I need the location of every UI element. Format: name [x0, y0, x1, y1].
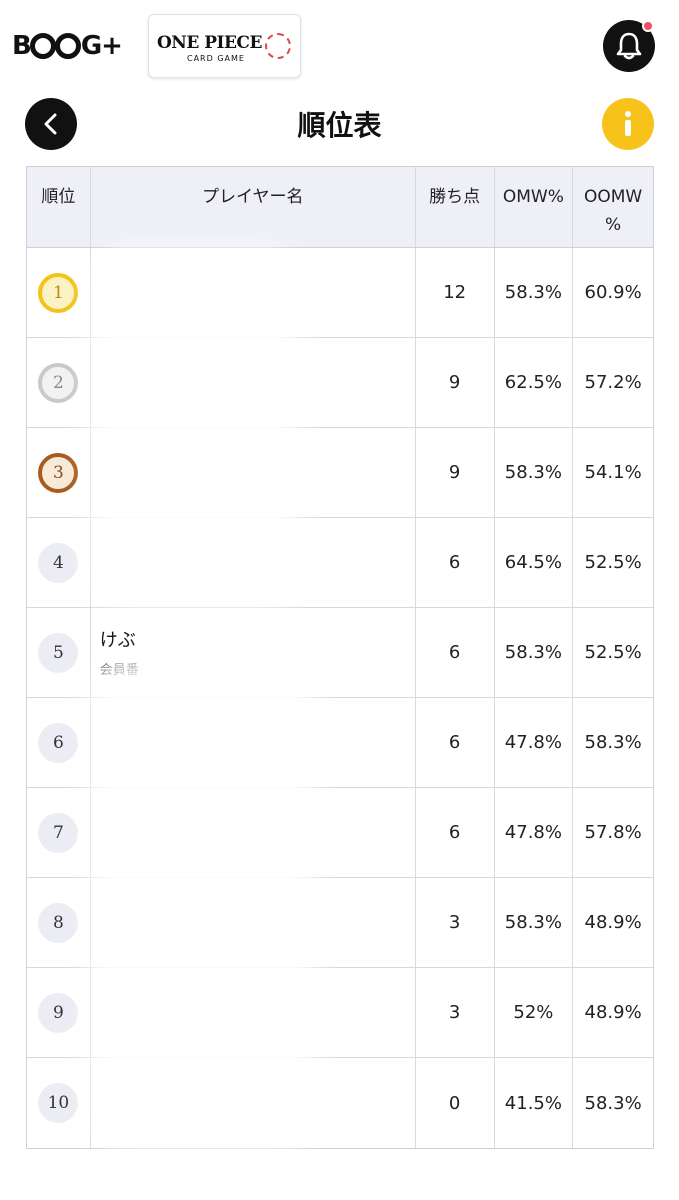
points-cell: 9 [416, 428, 495, 517]
rank-badge: 10 [38, 1083, 79, 1123]
oomw-cell: 57.2% [584, 372, 642, 393]
rank-cell: 6 [27, 698, 91, 787]
rank-cell: 10 [27, 1058, 91, 1148]
oomw-cell: 57.8% [584, 822, 642, 843]
header-oomw-text: OOMW % [584, 187, 643, 235]
points-cell: 9 [416, 338, 495, 427]
points-cell: 6 [416, 608, 495, 697]
rank-badge: 9 [38, 992, 79, 1033]
player-cell [91, 788, 416, 877]
omw-cell: 52% [495, 968, 574, 1057]
player-cell [91, 968, 416, 1057]
omw-cell: 64.5% [495, 518, 574, 607]
rank-cell: 3 [27, 428, 91, 517]
chevron-left-icon [44, 113, 57, 135]
player-cell [91, 1058, 416, 1148]
omw-cell: 58.3% [495, 248, 574, 337]
rank-cell: 2 [27, 338, 91, 427]
omw-cell: 58.3% [495, 428, 574, 517]
info-icon [625, 111, 631, 136]
oomw-cell: 52.5% [584, 552, 642, 573]
player-cell [91, 428, 416, 517]
privacy-blur [90, 660, 315, 1150]
oomw-cell: 60.9% [584, 282, 642, 303]
header-omw: OMW% [495, 167, 574, 247]
one-piece-logo[interactable]: ONE PIECE CARD GAME [148, 14, 301, 78]
points-cell: 6 [416, 518, 495, 607]
rank-badge: 2 [38, 362, 79, 403]
bcg-logo-ring [29, 33, 56, 59]
header-player: プレイヤー名 [91, 167, 416, 247]
header-points: 勝ち点 [416, 167, 495, 247]
bcg-logo[interactable]: B G+ [12, 28, 123, 64]
rank-cell: 4 [27, 518, 91, 607]
one-piece-logo-mark [265, 33, 291, 59]
player-cell [91, 248, 416, 337]
omw-cell: 58.3% [495, 608, 574, 697]
back-button[interactable] [25, 98, 77, 150]
rank-badge: 1 [38, 272, 79, 313]
rank-badge: 3 [38, 452, 79, 493]
privacy-blur [90, 248, 300, 608]
player-cell [91, 878, 416, 967]
oomw-cell: 54.1% [584, 462, 642, 483]
oomw-cell: 58.3% [584, 732, 642, 753]
bell-icon [616, 32, 642, 60]
points-cell: 3 [416, 878, 495, 967]
rank-badge: 6 [38, 722, 79, 763]
bcg-logo-suffix: G+ [80, 31, 123, 61]
points-cell: 6 [416, 698, 495, 787]
rank-badge: 8 [38, 902, 79, 943]
page-title: 順位表 [297, 109, 382, 142]
bcg-logo-ring [54, 33, 81, 59]
omw-cell: 47.8% [495, 788, 574, 877]
table-header: 順位 プレイヤー名 勝ち点 OMW% OOMW % [27, 167, 653, 248]
points-cell: 3 [416, 968, 495, 1057]
player-cell [91, 698, 416, 787]
omw-cell: 58.3% [495, 878, 574, 967]
rank-cell: 5 [27, 608, 91, 697]
top-bar: B G+ ONE PIECE CARD GAME [0, 0, 679, 92]
oomw-cell: 52.5% [584, 642, 642, 663]
rank-cell: 9 [27, 968, 91, 1057]
rank-cell: 8 [27, 878, 91, 967]
notification-dot [642, 20, 654, 32]
player-cell [91, 338, 416, 427]
rank-badge: 4 [38, 542, 79, 583]
omw-cell: 47.8% [495, 698, 574, 787]
header-oomw: OOMW % [573, 167, 653, 247]
player-cell [91, 518, 416, 607]
one-piece-logo-subtitle: CARD GAME [187, 54, 245, 63]
points-cell: 0 [416, 1058, 495, 1148]
omw-cell: 62.5% [495, 338, 574, 427]
oomw-cell: 58.3% [584, 1092, 642, 1114]
rank-cell: 1 [27, 248, 91, 337]
points-cell: 6 [416, 788, 495, 877]
one-piece-logo-title: ONE PIECE [157, 33, 262, 53]
player-name: けぶ [99, 630, 136, 651]
oomw-cell: 48.9% [584, 1002, 642, 1023]
rank-cell: 7 [27, 788, 91, 877]
oomw-cell: 48.9% [584, 912, 642, 933]
omw-cell: 41.5% [495, 1058, 574, 1148]
rank-badge: 5 [38, 632, 79, 673]
rank-badge: 7 [38, 812, 79, 853]
info-button[interactable] [602, 98, 654, 150]
header-rank: 順位 [27, 167, 91, 247]
bcg-logo-letter: B [12, 31, 32, 61]
points-cell: 12 [416, 248, 495, 337]
standings-table: 順位 プレイヤー名 勝ち点 OMW% OOMW % 1 12 58.3% 60.9% 2… [26, 166, 654, 1149]
